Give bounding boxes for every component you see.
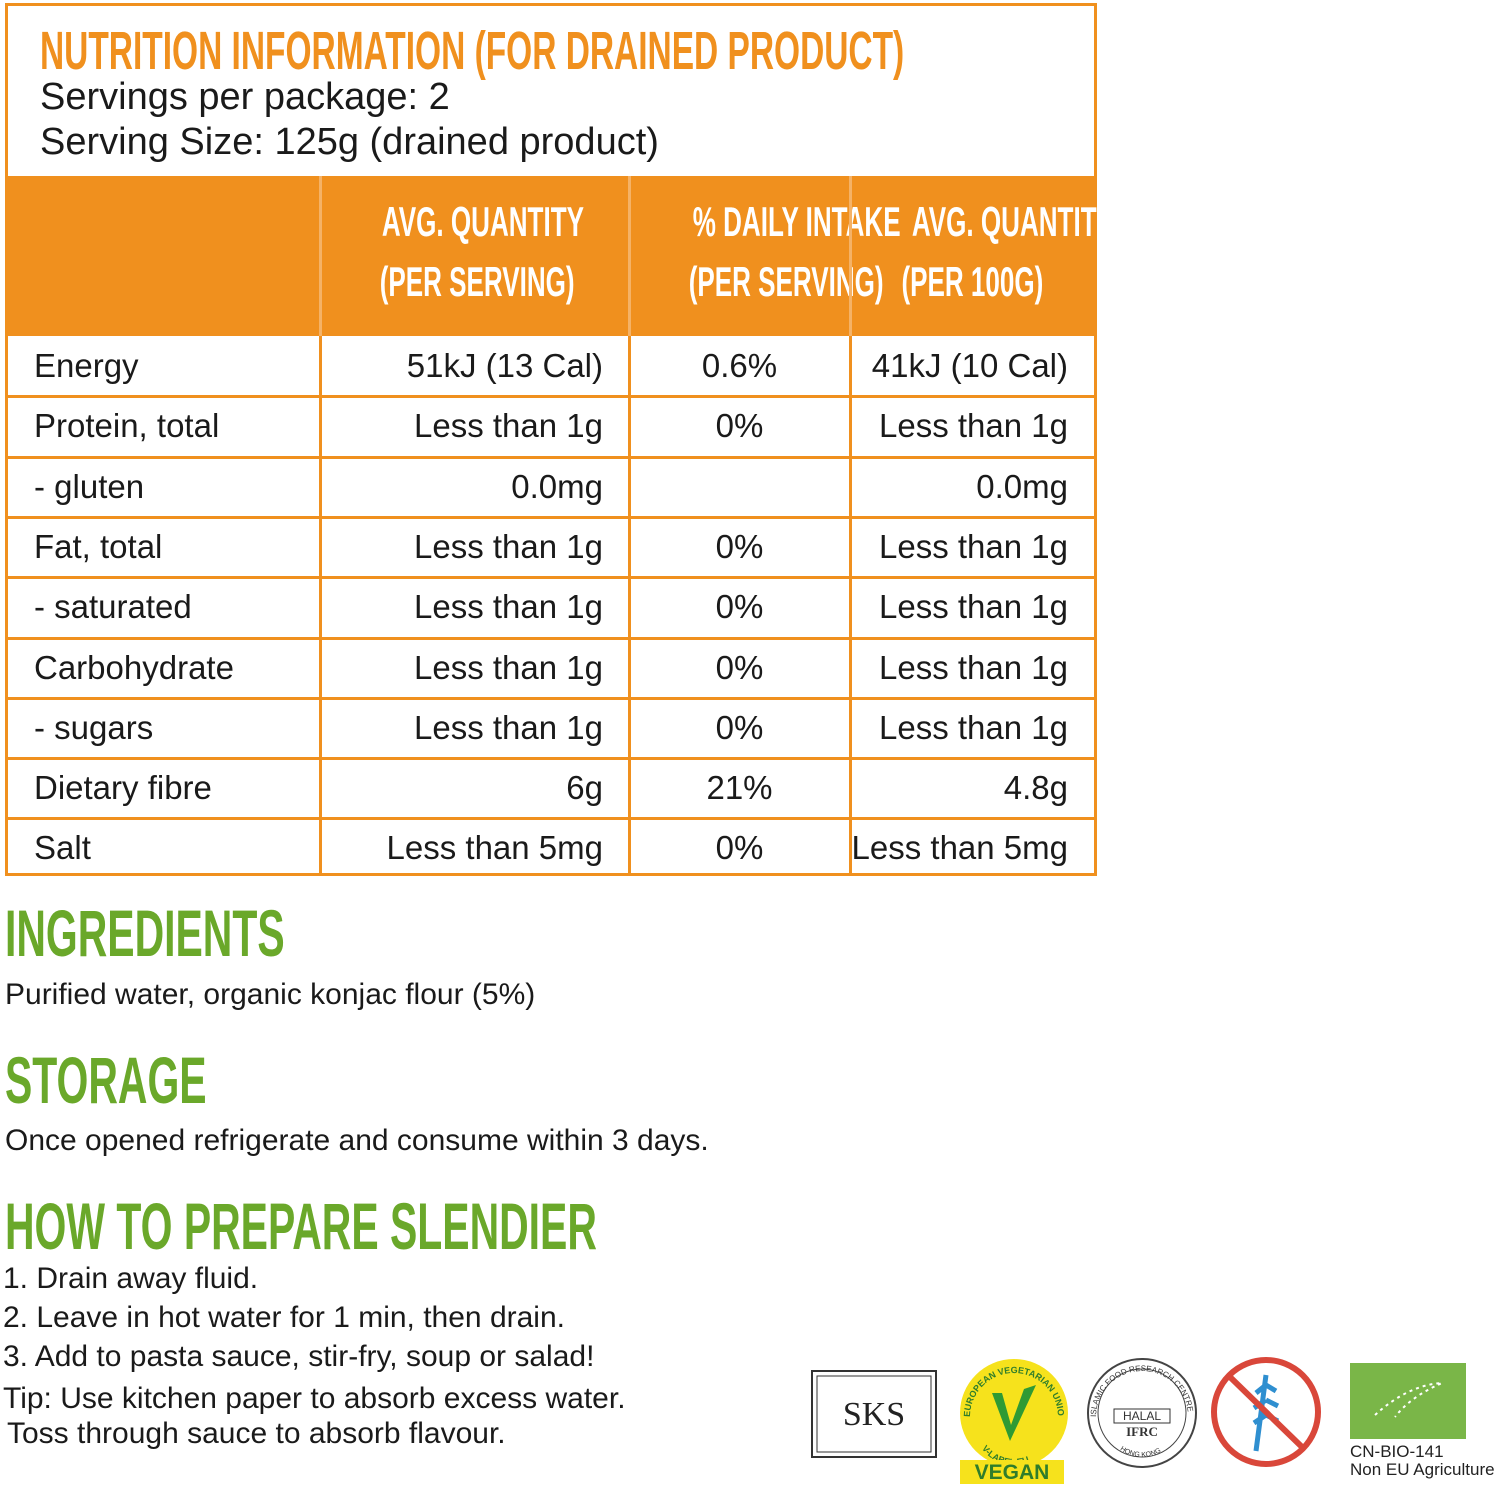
nutrient-value: 0.6% [701, 347, 778, 384]
nutrient-value: 0.0mg [976, 467, 1068, 505]
serving-size: Serving Size: 125g (drained product) [40, 121, 659, 163]
nutrient-value: Less than 5mg [851, 829, 1068, 867]
storage-text: Once opened refrigerate and consume with… [5, 1124, 709, 1157]
nutrient-value: 0% [715, 588, 764, 626]
column-header-text: % DAILY INTAKE [692, 198, 901, 245]
nutrient-value: 4.8g [1003, 769, 1068, 807]
nutrient-value: Less than 5mg [386, 829, 603, 867]
halal-city-text: HONG KONG [1119, 1446, 1162, 1459]
prepare-step: 3. Add to pasta sauce, stir-fry, soup or… [3, 1340, 595, 1373]
column-header-text: (PER 100G) [901, 258, 1043, 305]
nutrient-value: Less than 1g [879, 588, 1068, 626]
nutrient-value: 0% [715, 407, 764, 445]
nutrient-value: Less than 1g [879, 708, 1068, 746]
row-divider [8, 757, 1094, 761]
nutrient-value: 0.0mg [511, 467, 603, 505]
nutrient-value: Less than 1g [879, 527, 1068, 565]
column-header-text: (PER SERVING) [379, 258, 575, 305]
nutrient-name: - saturated [34, 588, 192, 626]
nutrient-value: 0% [715, 829, 764, 867]
table-header: AVG. QUANTITY (PER SERVING)% DAILY INTAKE… [8, 176, 1114, 336]
servings: Servings per package: 2 [40, 76, 450, 118]
column-header: % DAILY INTAKE (PER SERVING) [629, 176, 901, 336]
column-header-line: (PER 100G) [850, 252, 1094, 312]
nutrient-value: 0% [715, 708, 764, 746]
nutrient-value: 0% [715, 527, 764, 565]
column-header: AVG. QUANTITY (PER 100G) [850, 176, 1114, 336]
storage-heading: STORAGE [5, 1043, 207, 1117]
eu-organic-logo: CN-BIO-141 Non EU Agriculture [1350, 1363, 1495, 1479]
prepare-step: 1. Drain away fluid. [3, 1262, 259, 1295]
nutrient-value: Less than 1g [879, 407, 1068, 445]
column-header-line: (PER SERVING) [320, 252, 629, 312]
prepare-heading: HOW TO PREPARE SLENDIER [5, 1189, 597, 1263]
nutrient-value [629, 459, 850, 519]
row-divider [8, 395, 1094, 399]
nutrition-title: NUTRITION INFORMATION (FOR DRAINED PRODU… [40, 21, 905, 81]
column-header-line: % DAILY INTAKE [629, 192, 901, 252]
ingredients-text: Purified water, organic konjac flour (5%… [5, 978, 536, 1011]
halal-text: HALAL [1123, 1409, 1161, 1423]
bio-text: Non EU Agriculture [1350, 1460, 1495, 1479]
halal-logo: ISLAMIC FOOD RESEARCH CENTRE HONG KONG H… [1087, 1358, 1197, 1468]
row-divider [8, 636, 1094, 640]
gluten-free-logo [1211, 1357, 1321, 1467]
nutrient-value: Less than 1g [414, 527, 603, 565]
nutrient-value: Less than 1g [414, 407, 603, 445]
nutrient-value: 51kJ (13 Cal) [406, 347, 603, 384]
ifrc-text: IFRC [1126, 1424, 1158, 1439]
row-divider [8, 696, 1094, 700]
row-divider [8, 515, 1094, 519]
column-header-text: AVG. QUANTITY [381, 198, 584, 245]
nutrition-panel: NUTRITION INFORMATION (FOR DRAINED PRODU… [5, 3, 1114, 876]
nutrient-name: - sugars [34, 708, 154, 746]
prepare-step: Tip: Use kitchen paper to absorb excess … [3, 1382, 626, 1415]
svg-text:HONG KONG: HONG KONG [1119, 1446, 1162, 1459]
prepare-step: 2. Leave in hot water for 1 min, then dr… [3, 1301, 565, 1334]
row-divider [8, 576, 1094, 580]
column-header-line: (PER SERVING) [629, 252, 884, 312]
bio-code: CN-BIO-141 [1350, 1442, 1444, 1461]
column-header-line: AVG. QUANTITY [320, 192, 629, 252]
certification-logos: SKS EUROPEAN VEGETARIAN UNION V-LABEL.EU… [810, 1355, 1495, 1484]
prepare-step: Toss through sauce to absorb flavour. [7, 1417, 506, 1450]
sks-logo: SKS [811, 1370, 937, 1458]
column-header: AVG. QUANTITY (PER SERVING) [320, 176, 629, 336]
nutrient-name: Dietary fibre [34, 769, 212, 807]
nutrient-value: Less than 1g [879, 648, 1068, 686]
nutrient-name: Carbohydrate [34, 648, 234, 686]
nutrient-value: 6g [566, 769, 603, 807]
vegan-text: VEGAN [975, 1461, 1050, 1484]
nutrient-value: Less than 1g [414, 588, 603, 626]
nutrient-name: Fat, total [34, 527, 163, 565]
row-divider [8, 455, 1094, 459]
nutrient-value: 0% [715, 648, 764, 686]
nutrient-name: Salt [34, 829, 91, 867]
nutrient-value: 41kJ (10 Cal) [871, 347, 1068, 384]
nutrient-value: Less than 1g [414, 648, 603, 686]
sks-text: SKS [843, 1396, 905, 1433]
nutrient-name: Energy [34, 347, 139, 384]
column-divider [628, 336, 631, 873]
nutrient-name: - gluten [34, 467, 145, 505]
nutrient-name: Protein, total [34, 407, 220, 445]
row-divider [8, 817, 1094, 821]
column-divider [319, 336, 322, 873]
ingredients-heading: INGREDIENTS [5, 896, 285, 970]
nutrient-value: 21% [706, 769, 773, 807]
nutrient-value: Less than 1g [414, 708, 603, 746]
column-header-text: AVG. QUANTITY [911, 198, 1114, 245]
column-header-line: AVG. QUANTITY [850, 192, 1114, 252]
column-divider [849, 336, 852, 873]
